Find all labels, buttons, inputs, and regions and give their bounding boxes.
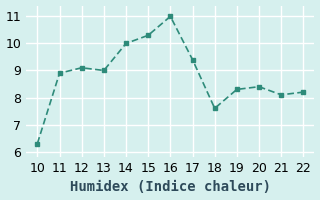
X-axis label: Humidex (Indice chaleur): Humidex (Indice chaleur) [70,180,271,194]
